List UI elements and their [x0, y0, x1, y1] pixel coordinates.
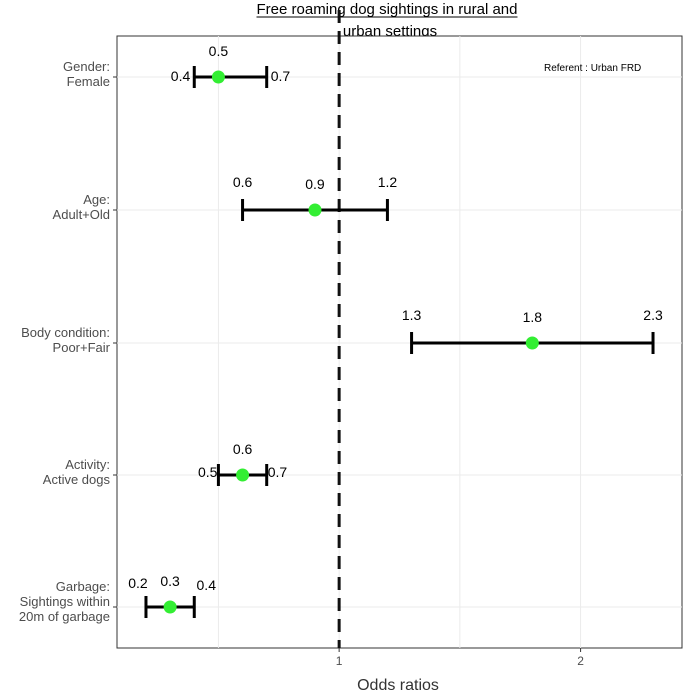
category-label-4-line-2: 20m of garbage	[19, 609, 110, 624]
lower-ci-label-2: 1.3	[402, 307, 422, 323]
lower-ci-label-4: 0.2	[128, 575, 148, 591]
category-label-4-line-1: Sightings within	[20, 594, 110, 609]
estimate-label-3: 0.6	[233, 441, 253, 457]
chart-title-line-1: Free roaming dog sightings in rural and	[257, 1, 518, 18]
upper-ci-label-3: 0.7	[268, 464, 288, 480]
estimate-label-1: 0.9	[305, 176, 325, 192]
category-label-1-line-1: Adult+Old	[53, 207, 110, 222]
estimate-label-2: 1.8	[523, 309, 543, 325]
estimate-label-0: 0.5	[209, 43, 229, 59]
category-label-3-line-0: Activity:	[65, 457, 110, 472]
category-label-3-line-1: Active dogs	[43, 472, 111, 487]
x-tick-label-1: 2	[577, 654, 584, 668]
point-estimate-1	[308, 203, 322, 217]
upper-ci-label-4: 0.4	[197, 577, 217, 593]
chart-marks: 0.4 0.7 0.5 0.6 1.2 0.9 1.3 2.3 1.8 0.5 0.7 0.6 0.2 0…	[128, 43, 663, 618]
category-label-2-line-1: Poor+Fair	[53, 340, 111, 355]
point-estimate-3	[236, 468, 250, 482]
upper-ci-label-2: 2.3	[643, 307, 663, 323]
upper-ci-label-1: 1.2	[378, 174, 398, 190]
category-label-0-line-0: Gender:	[63, 59, 110, 74]
category-label-1-line-0: Age:	[83, 192, 110, 207]
lower-ci-label-3: 0.5	[198, 464, 218, 480]
category-label-2-line-0: Body condition:	[21, 325, 110, 340]
category-label-4-line-0: Garbage:	[56, 579, 110, 594]
x-tick-label-0: 1	[336, 654, 343, 668]
point-estimate-4	[163, 600, 177, 614]
lower-ci-label-0: 0.4	[171, 68, 191, 84]
category-labels: Gender:Female Age:Adult+Old Body condition…	[19, 59, 117, 624]
point-estimate-2	[525, 336, 539, 350]
referent-note: Referent : Urban FRD	[544, 63, 641, 74]
chart-title: Free roaming dog sightings in rural and …	[256, 1, 518, 40]
x-axis-title: Odds ratios	[357, 677, 439, 694]
estimate-label-4: 0.3	[160, 573, 180, 589]
lower-ci-label-1: 0.6	[233, 174, 253, 190]
point-estimate-0	[211, 70, 225, 84]
upper-ci-label-0: 0.7	[271, 68, 291, 84]
category-label-0-line-1: Female	[67, 74, 110, 89]
